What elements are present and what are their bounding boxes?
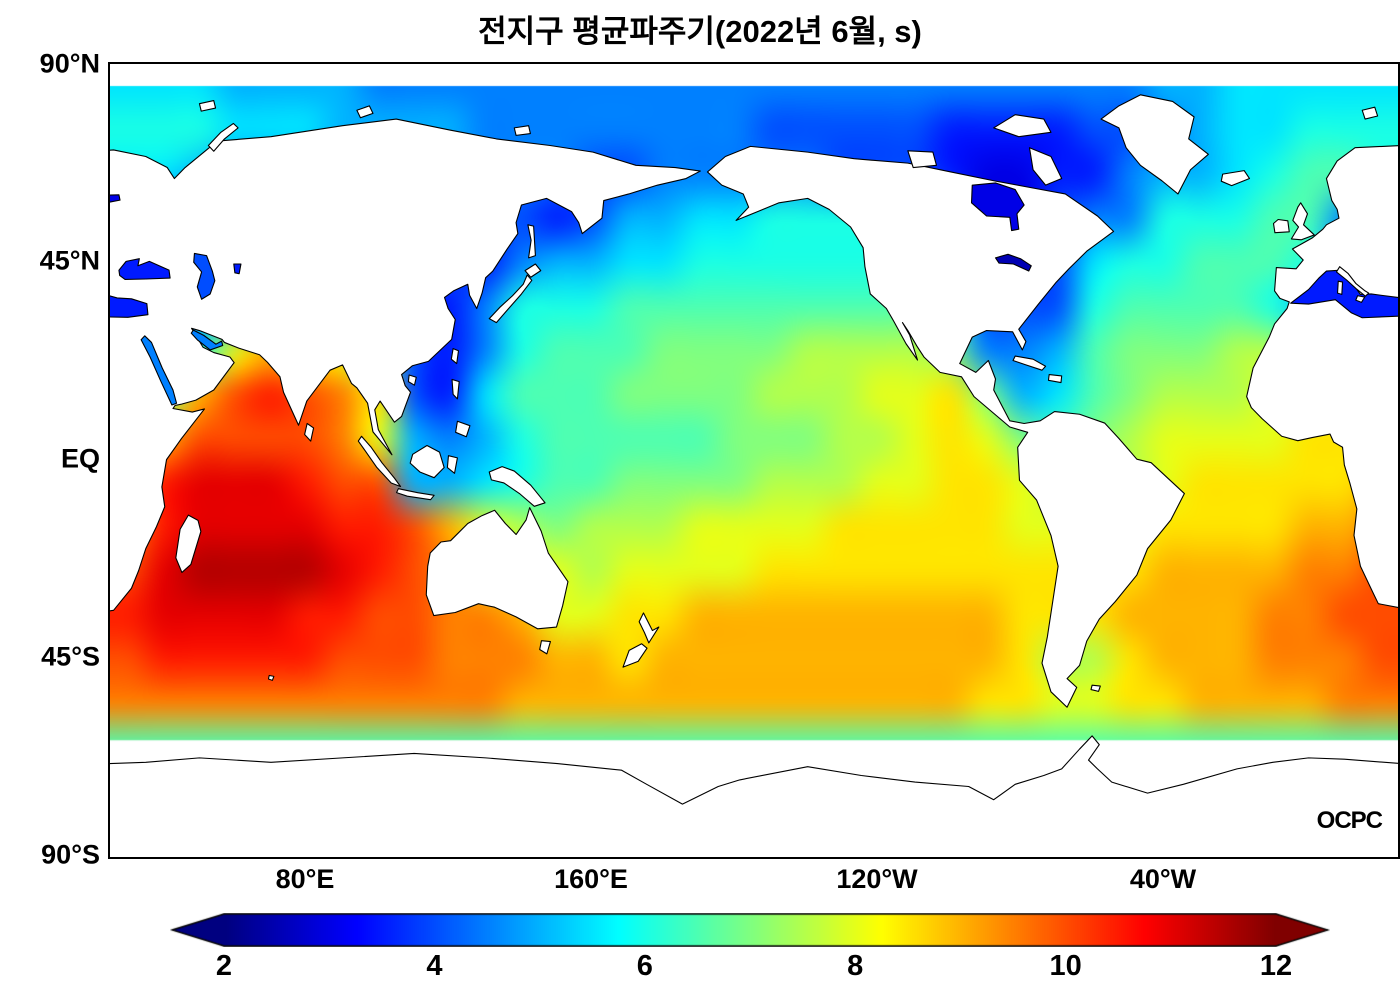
island-novaya-zemlya xyxy=(208,123,238,151)
mediterranean-west xyxy=(1291,270,1398,318)
x-tick-40w: 40°W xyxy=(1129,864,1197,894)
island-luzon xyxy=(452,379,459,398)
caspian-sea xyxy=(194,253,215,299)
aral-sea xyxy=(234,264,241,274)
continents-overlay xyxy=(110,64,1398,857)
island-victoria xyxy=(908,151,937,168)
x-tick-120w: 120°W xyxy=(836,864,918,894)
island-baffin xyxy=(1029,148,1061,185)
colorbar-ticks: 2 4 6 8 10 12 xyxy=(170,950,1330,990)
island-cuba xyxy=(1013,356,1046,370)
landmass-australia xyxy=(426,508,568,629)
black-sea xyxy=(119,259,170,280)
island-falklands xyxy=(1091,685,1100,691)
colorbar xyxy=(170,913,1330,947)
island-nz-south xyxy=(623,644,647,667)
persian-gulf xyxy=(191,330,222,350)
baltic-sea xyxy=(110,174,120,222)
landmass-europe-west-africa xyxy=(1247,146,1398,609)
island-britain xyxy=(1291,203,1314,240)
island-sri-lanka xyxy=(305,423,314,441)
island-franz-josef xyxy=(199,101,215,112)
landmass-americas xyxy=(707,146,1184,707)
island-sulawesi xyxy=(447,456,457,474)
great-lakes xyxy=(996,254,1032,271)
y-tick-45s: 45°S xyxy=(41,641,100,672)
y-tick-90s: 90°S xyxy=(41,839,100,870)
colorbar-tick-6: 6 xyxy=(636,950,653,982)
island-sardinia xyxy=(1338,281,1343,294)
x-tick-160e: 160°E xyxy=(554,864,628,894)
island-iceland xyxy=(1221,171,1249,186)
red-sea xyxy=(141,336,176,405)
island-java xyxy=(397,489,435,500)
island-severnaya-zemlya xyxy=(357,106,373,118)
island-hainan xyxy=(408,375,416,385)
landmass-antarctica xyxy=(110,736,1398,857)
colorbar-tick-12: 12 xyxy=(1259,950,1293,982)
island-hokkaido xyxy=(525,264,541,277)
island-kerguelen xyxy=(268,675,273,680)
page-title: 전지구 평균파주기(2022년 6월, s) xyxy=(478,14,922,49)
island-hispaniola xyxy=(1048,375,1061,383)
island-tasmania xyxy=(540,641,551,654)
island-sakhalin xyxy=(528,225,536,258)
island-honshu xyxy=(489,275,532,323)
island-svalbard xyxy=(1362,107,1377,119)
y-tick-90n: 90°N xyxy=(39,48,100,79)
x-tick-80e: 80°E xyxy=(275,864,335,894)
hudson-bay xyxy=(972,183,1025,231)
island-ireland xyxy=(1273,220,1289,233)
island-madagascar xyxy=(176,515,201,572)
mediterranean-east xyxy=(110,294,148,318)
colorbar-gradient xyxy=(170,913,1330,947)
colorbar-tick-2: 2 xyxy=(215,950,233,982)
colorbar-tick-10: 10 xyxy=(1049,950,1082,982)
landmass-eurasia-east-africa xyxy=(110,119,700,613)
island-borneo xyxy=(410,446,444,478)
y-tick-45n: 45°N xyxy=(39,245,100,276)
world-map: OCPC xyxy=(108,62,1400,859)
colorbar-tick-8: 8 xyxy=(847,950,864,982)
colorbar-tick-4: 4 xyxy=(426,950,443,982)
y-tick-eq: EQ xyxy=(60,443,100,474)
island-new-siberian xyxy=(514,126,530,136)
ocpc-watermark: OCPC xyxy=(1316,807,1383,834)
island-nz-north xyxy=(639,613,659,643)
island-greenland xyxy=(1101,95,1208,194)
island-ellesmere xyxy=(994,115,1051,137)
island-sicily xyxy=(1356,296,1365,303)
island-taiwan xyxy=(451,349,458,364)
island-new-guinea xyxy=(489,467,545,507)
peninsula-italy xyxy=(1336,267,1368,297)
island-mindanao xyxy=(456,421,470,436)
island-sumatra xyxy=(358,436,400,486)
